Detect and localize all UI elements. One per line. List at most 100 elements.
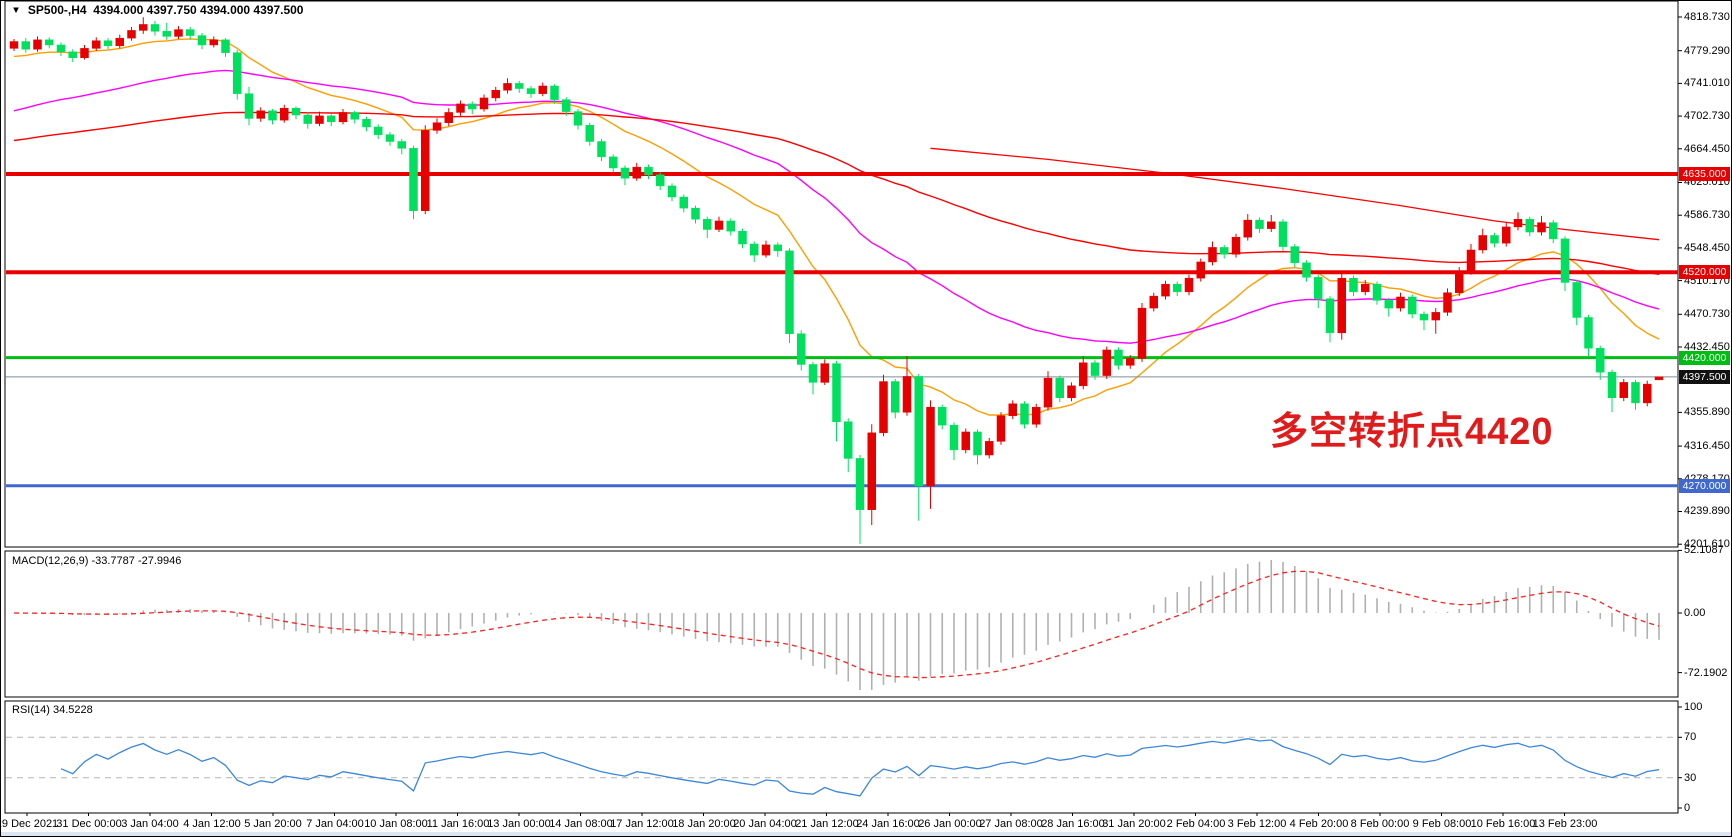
time-label: 17 Jan 12:00 — [610, 818, 674, 830]
candle-body — [515, 83, 524, 89]
candle-body — [1490, 235, 1499, 244]
candle-body — [1584, 317, 1593, 349]
candle-body — [1372, 283, 1382, 301]
candle-body — [315, 115, 324, 124]
candle-body — [1126, 358, 1135, 366]
price-tick-label: 4548.450 — [1684, 242, 1730, 254]
candle-body — [256, 110, 265, 119]
chart-dropdown-icon[interactable]: ▼ — [11, 4, 21, 16]
candle-body — [56, 44, 66, 53]
price-tick-label: 4702.730 — [1684, 110, 1730, 122]
time-label: 3 Jan 04:00 — [121, 818, 179, 830]
price-badge: 4270.000 — [1679, 479, 1730, 493]
candle-body — [761, 244, 771, 256]
price-tick-label: 4316.450 — [1684, 440, 1730, 452]
candle-body — [1596, 347, 1605, 373]
price-tick-label: 4741.010 — [1684, 77, 1730, 89]
candle-body — [162, 31, 171, 37]
candle-body — [1067, 385, 1076, 399]
candle-body — [444, 112, 453, 123]
candle-body — [303, 114, 312, 124]
candle-body — [1032, 406, 1041, 425]
candle-body — [1278, 221, 1288, 247]
candle-body — [914, 376, 923, 487]
candle-body — [1043, 377, 1053, 408]
macd-tick-label: 0.00 — [1684, 607, 1706, 619]
time-label: 28 Jan 16:00 — [1041, 818, 1105, 830]
time-label: 4 Feb 20:00 — [1289, 818, 1349, 830]
macd-label: MACD(12,26,9) -33.7787 -27.9946 — [12, 555, 182, 567]
candle-body — [1466, 249, 1476, 272]
candle-body — [1196, 261, 1205, 279]
candle-body — [1549, 222, 1558, 240]
macd-tick-label: 52.1087 — [1684, 544, 1724, 556]
candle-body — [1173, 283, 1182, 293]
time-label: 3 Feb 12:00 — [1227, 818, 1287, 830]
candle-body — [197, 35, 207, 46]
candle-body — [468, 103, 477, 110]
candle-body — [1361, 283, 1370, 293]
candle-body — [1560, 238, 1570, 283]
candle-body — [738, 230, 747, 245]
candle-body — [186, 29, 195, 36]
time-label: 8 Feb 00:00 — [1350, 818, 1410, 830]
candle-body — [338, 112, 348, 123]
candle-body — [68, 51, 77, 59]
candle-body — [1525, 218, 1534, 233]
rsi-tick-label: 70 — [1684, 731, 1697, 743]
time-label: 7 Jan 04:00 — [306, 818, 364, 830]
candle-body — [503, 83, 512, 91]
candle-body — [797, 333, 806, 365]
candle-body — [103, 40, 113, 47]
symbol-period-label: SP500-,H4 — [27, 3, 87, 17]
candle-body — [620, 167, 630, 179]
price-badge: 4420.000 — [1679, 351, 1730, 365]
candle-body — [961, 431, 970, 451]
candle-body — [80, 48, 89, 59]
candle-body — [1114, 349, 1123, 366]
candle-body — [9, 41, 19, 49]
candle-body — [362, 119, 371, 128]
candle-body — [1102, 349, 1111, 376]
candle-body — [1478, 235, 1487, 251]
candle-body — [1090, 362, 1100, 376]
candle-body — [1607, 371, 1617, 399]
candle-body — [268, 110, 277, 121]
time-label: 4 Jan 12:00 — [183, 818, 241, 830]
price-badge: 4397.500 — [1679, 370, 1730, 384]
candle-body — [115, 37, 124, 47]
time-label: 10 Jan 08:00 — [364, 818, 428, 830]
candle-body — [432, 122, 442, 131]
candle-body — [1220, 247, 1229, 255]
candle-body — [808, 364, 818, 383]
rsi-tick-label: 0 — [1684, 802, 1691, 814]
candle-body — [714, 220, 724, 230]
candle-body — [867, 432, 876, 510]
time-label: 18 Jan 20:00 — [672, 818, 736, 830]
candle-body — [820, 363, 829, 383]
candle-body — [1384, 300, 1393, 309]
candle-body — [1443, 292, 1452, 313]
candle-body — [785, 250, 794, 334]
candle-body — [233, 52, 242, 94]
candle-body — [1161, 283, 1170, 297]
candle-body — [656, 174, 665, 187]
candle-body — [1419, 313, 1429, 321]
time-label: 5 Jan 20:00 — [244, 818, 302, 830]
candle-body — [891, 381, 900, 413]
symbol-title: ▼ SP500-,H4 4394.000 4397.750 4394.000 43… — [10, 3, 303, 17]
candle-body — [280, 107, 289, 121]
candle-body — [550, 85, 559, 100]
macd-tick-label: -72.1902 — [1684, 667, 1728, 679]
candle-body — [139, 24, 148, 31]
mid-ma-line — [13, 69, 1660, 344]
candle-body — [691, 207, 700, 220]
candle-body — [1349, 277, 1358, 293]
time-label: 9 Feb 08:00 — [1412, 818, 1472, 830]
candle-body — [879, 381, 888, 434]
panel-border — [4, 700, 1679, 814]
time-label: 29 Dec 2021 — [0, 818, 59, 830]
candle-body — [597, 141, 606, 158]
candle-body — [773, 244, 782, 252]
